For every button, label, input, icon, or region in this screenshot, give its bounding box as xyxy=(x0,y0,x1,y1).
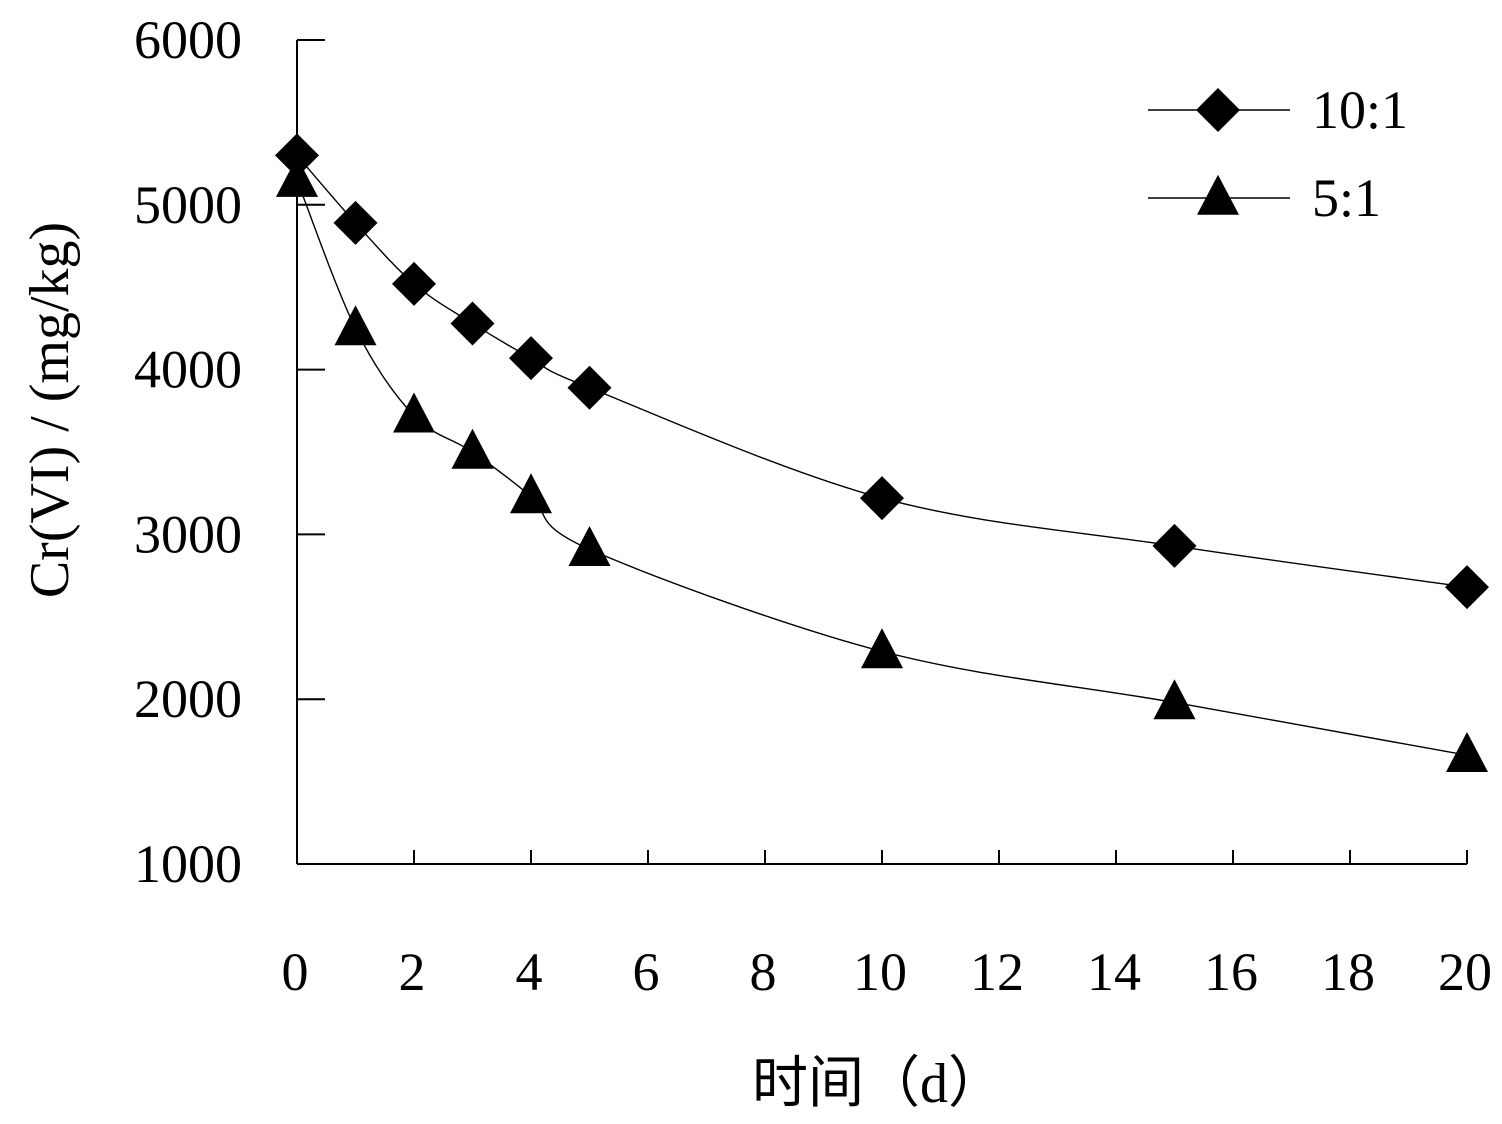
data-point xyxy=(860,476,904,521)
axes: 1000 2000 3000 4000 5000 6000 0 2 4 6 8 10 12 14 16 18 2… xyxy=(134,10,1492,1002)
y-tick-label: 2000 xyxy=(134,669,242,729)
series-1 xyxy=(275,133,1489,610)
series-2 xyxy=(276,156,1488,773)
legend-item: 5:1 xyxy=(1148,168,1381,228)
x-tick-label: 20 xyxy=(1438,942,1492,1002)
x-tick-label: 8 xyxy=(750,942,777,1002)
x-tick-label: 2 xyxy=(399,942,426,1002)
x-tick-label: 6 xyxy=(633,942,660,1002)
data-point xyxy=(1445,565,1489,610)
series-layer xyxy=(275,133,1489,773)
x-tick-label: 14 xyxy=(1087,942,1141,1002)
data-point xyxy=(334,305,377,346)
x-axis-title: 时间（d） xyxy=(752,1053,1004,1115)
data-point xyxy=(275,133,319,178)
legend-marker xyxy=(1197,174,1239,215)
data-point xyxy=(1152,523,1197,568)
data-point xyxy=(392,261,436,306)
x-tick-label: 10 xyxy=(853,942,907,1002)
y-tick-label: 4000 xyxy=(134,340,242,400)
x-tick-label: 18 xyxy=(1321,942,1375,1002)
y-tick-label: 1000 xyxy=(134,834,242,894)
y-axis-title: Cr(VI) / (mg/kg) xyxy=(19,222,81,598)
data-point xyxy=(333,200,378,245)
legend: 10:1 5:1 xyxy=(1148,80,1408,228)
series-line xyxy=(296,154,1468,588)
data-point xyxy=(1446,732,1488,773)
x-tick-label: 16 xyxy=(1204,942,1258,1002)
y-tick-label: 3000 xyxy=(134,504,242,564)
legend-marker xyxy=(1196,88,1240,132)
data-point xyxy=(567,365,612,410)
data-point xyxy=(276,156,318,197)
data-point xyxy=(568,526,611,567)
x-tick-label: 0 xyxy=(282,942,309,1002)
data-point xyxy=(861,628,903,669)
data-point xyxy=(510,473,552,514)
y-tick-label: 5000 xyxy=(134,175,242,235)
legend-label: 10:1 xyxy=(1312,80,1408,140)
x-tick-label: 12 xyxy=(970,942,1024,1002)
data-point xyxy=(451,428,494,469)
legend-label: 5:1 xyxy=(1312,168,1381,228)
data-point xyxy=(509,336,553,381)
legend-item: 10:1 xyxy=(1148,80,1408,140)
x-tick-label: 4 xyxy=(516,942,543,1002)
data-point xyxy=(1153,679,1196,720)
data-point xyxy=(393,392,435,433)
y-tick-label: 6000 xyxy=(134,10,242,70)
data-point xyxy=(450,301,495,346)
